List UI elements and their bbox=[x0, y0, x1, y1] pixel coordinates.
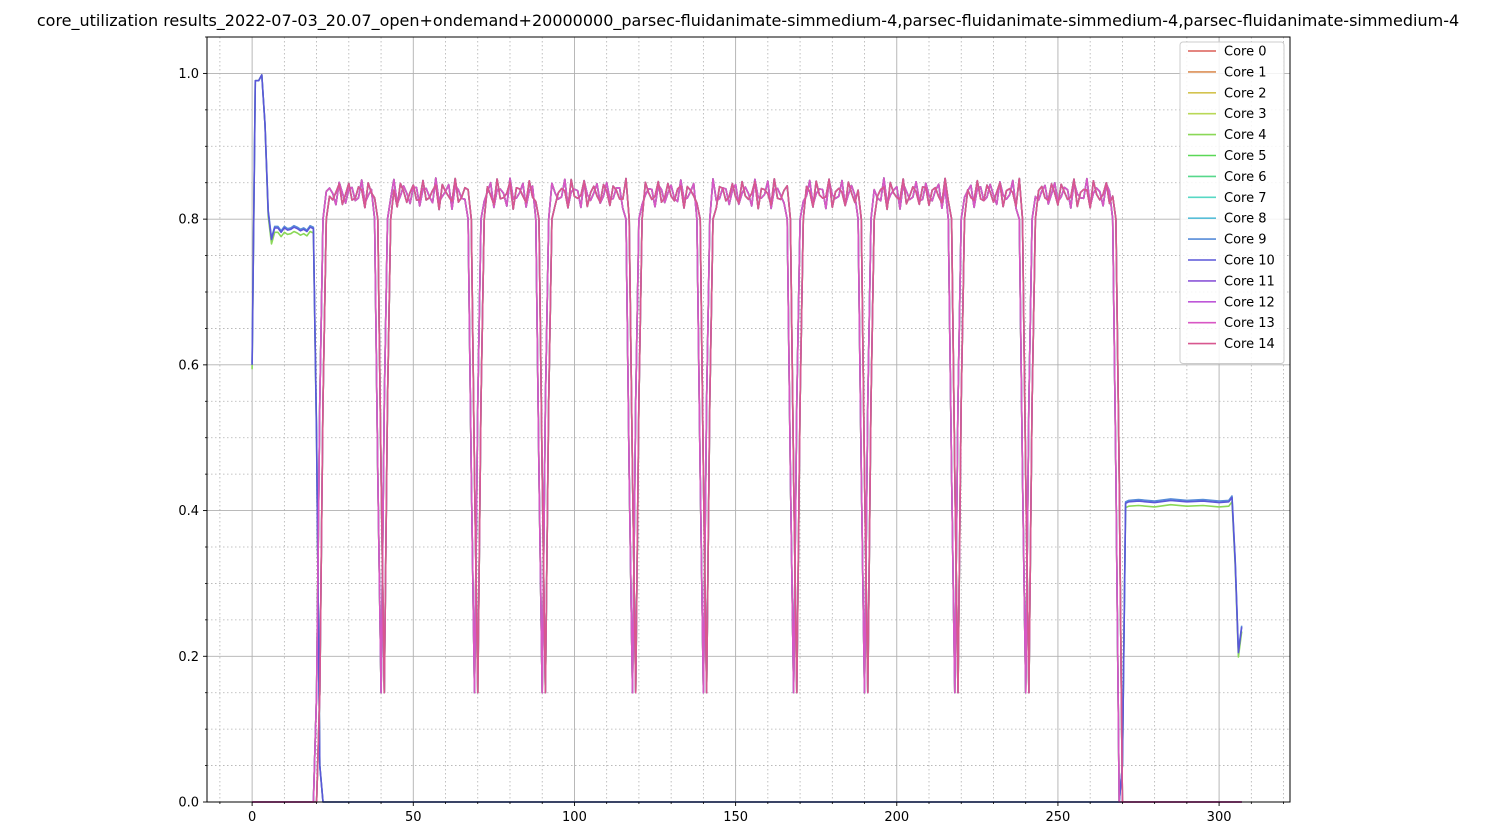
series-line-core-4 bbox=[251, 74, 1243, 803]
legend-label: Core 14 bbox=[1224, 337, 1275, 352]
series-line-core-0 bbox=[252, 177, 1242, 803]
legend-label: Core 5 bbox=[1224, 149, 1267, 164]
y-tick-label: 0.6 bbox=[178, 358, 199, 373]
legend-box bbox=[1179, 41, 1285, 364]
legend-label: Core 12 bbox=[1224, 295, 1275, 310]
series-line-core-2 bbox=[252, 177, 1242, 803]
series-line-core-1 bbox=[252, 177, 1242, 803]
legend-label: Core 9 bbox=[1224, 233, 1267, 248]
legend-label: Core 3 bbox=[1224, 107, 1267, 122]
legend-label: Core 7 bbox=[1224, 191, 1267, 206]
x-tick-label: 200 bbox=[884, 810, 909, 825]
legend-label: Core 2 bbox=[1224, 86, 1267, 101]
major-grid bbox=[207, 37, 1290, 803]
legend-label: Core 13 bbox=[1224, 316, 1275, 331]
series-line-core-8 bbox=[252, 177, 1242, 803]
x-tick-label: 150 bbox=[723, 810, 748, 825]
y-tick-label: 1.0 bbox=[178, 67, 199, 82]
legend-label: Core 11 bbox=[1224, 274, 1275, 289]
series-line-core-7 bbox=[252, 177, 1242, 803]
y-tick-label: 0.2 bbox=[178, 650, 199, 665]
x-axis: 0 50 100 150 200 250 300 bbox=[219, 802, 1284, 825]
series-lines bbox=[251, 74, 1243, 803]
chart-title: core_utilization results_2022-07-03_20.0… bbox=[37, 11, 1459, 31]
x-tick-label: 0 bbox=[248, 810, 256, 825]
series-line-core-12 bbox=[252, 177, 1242, 803]
x-tick-label: 250 bbox=[1046, 810, 1071, 825]
series-line-core-10 bbox=[251, 74, 1243, 803]
series-line-core-6 bbox=[252, 177, 1242, 803]
legend: Core 0 Core 1 Core 2 Core 3 Core 4 Core 5 Core… bbox=[1179, 41, 1285, 364]
series-line-core-14 bbox=[252, 177, 1242, 803]
y-axis: 0.0 0.2 0.4 0.6 0.8 1.0 bbox=[178, 36, 207, 811]
y-tick-label: 0.0 bbox=[178, 796, 199, 811]
legend-label: Core 1 bbox=[1224, 65, 1267, 80]
minor-grid bbox=[207, 36, 1290, 802]
legend-label: Core 10 bbox=[1224, 254, 1275, 269]
x-tick-label: 300 bbox=[1207, 810, 1232, 825]
series-line-core-11 bbox=[252, 177, 1242, 803]
y-tick-label: 0.8 bbox=[178, 213, 199, 228]
legend-label: Core 6 bbox=[1224, 170, 1267, 185]
legend-label: Core 0 bbox=[1224, 45, 1267, 60]
series-line-core-5 bbox=[252, 177, 1242, 803]
series-line-core-3 bbox=[252, 177, 1242, 803]
x-tick-label: 50 bbox=[405, 810, 422, 825]
x-tick-label: 100 bbox=[562, 810, 587, 825]
series-line-core-13 bbox=[252, 177, 1242, 803]
plot-frame bbox=[206, 36, 1291, 803]
legend-label: Core 4 bbox=[1224, 128, 1267, 143]
legend-label: Core 8 bbox=[1224, 212, 1267, 227]
y-tick-label: 0.4 bbox=[178, 504, 199, 519]
